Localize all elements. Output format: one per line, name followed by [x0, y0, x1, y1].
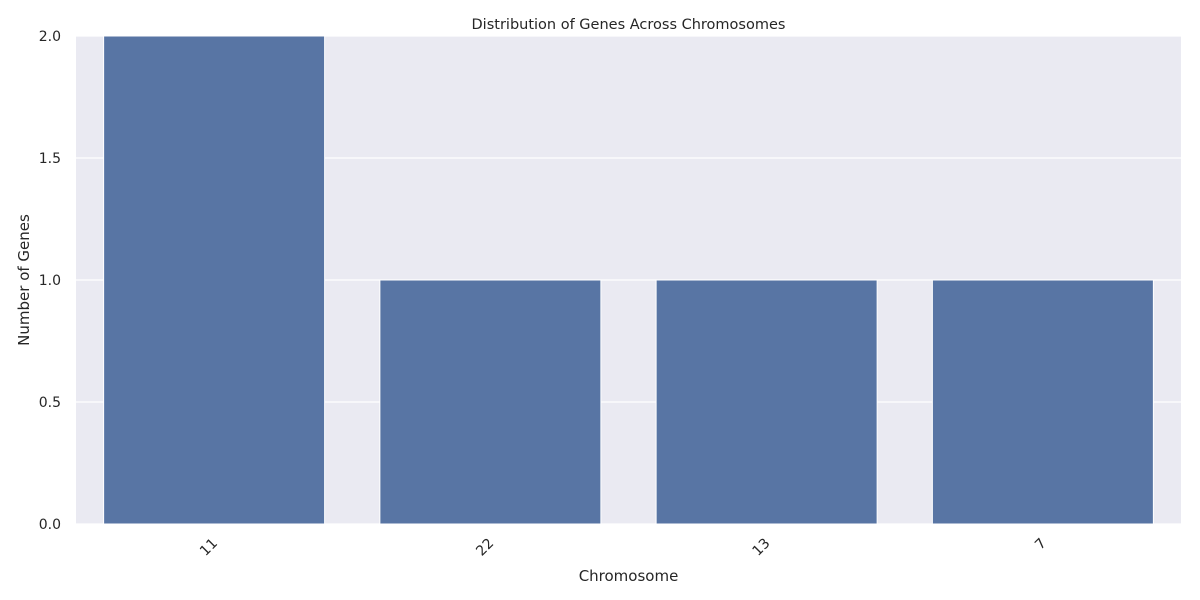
bars — [103, 35, 1154, 525]
x-tick-labels: 11 22 13 7 — [197, 536, 1050, 560]
bar-11 — [103, 35, 326, 525]
x-tick-label: 22 — [473, 536, 497, 560]
x-tick-label: 11 — [197, 536, 221, 560]
y-tick-label: 1.5 — [39, 151, 61, 167]
y-tick-label: 0.0 — [39, 517, 61, 533]
x-tick-label: 7 — [1032, 536, 1050, 554]
x-tick-label: 13 — [750, 536, 774, 560]
bar-13 — [655, 279, 878, 525]
y-tick-labels: 0.0 0.5 1.0 1.5 2.0 — [39, 29, 61, 533]
bar-22 — [379, 279, 602, 525]
y-axis-label: Number of Genes — [15, 214, 33, 346]
x-axis-label: Chromosome — [579, 567, 679, 585]
y-tick-label: 2.0 — [39, 29, 61, 45]
y-tick-label: 1.0 — [39, 273, 61, 289]
y-tick-label: 0.5 — [39, 395, 61, 411]
chart-title: Distribution of Genes Across Chromosomes — [472, 17, 786, 33]
bar-7 — [931, 279, 1154, 525]
